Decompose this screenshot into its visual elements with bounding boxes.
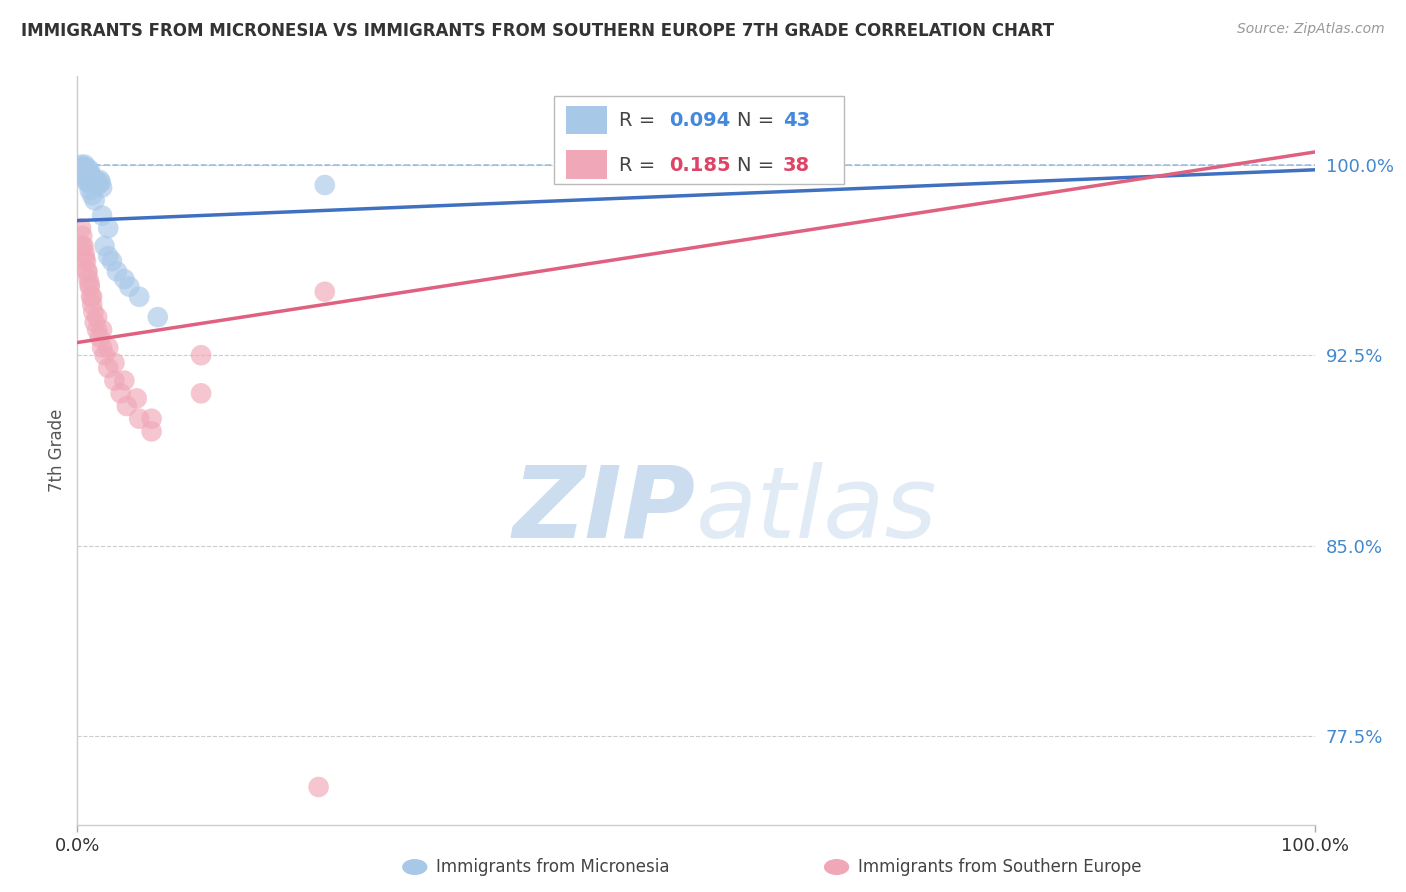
Point bbox=[86, 310, 108, 325]
Point bbox=[110, 386, 132, 401]
Point bbox=[103, 374, 125, 388]
Point bbox=[314, 285, 336, 299]
Point bbox=[73, 246, 96, 260]
Point bbox=[83, 315, 105, 329]
Point bbox=[72, 239, 94, 253]
Point bbox=[105, 264, 128, 278]
Point bbox=[76, 264, 98, 278]
Point bbox=[82, 188, 104, 202]
Point bbox=[89, 173, 111, 187]
Point bbox=[87, 178, 110, 192]
Point bbox=[72, 161, 94, 175]
Point bbox=[97, 360, 120, 375]
Point bbox=[83, 176, 105, 190]
Point bbox=[73, 252, 96, 266]
Point bbox=[90, 176, 112, 190]
Point bbox=[308, 780, 330, 794]
Point bbox=[101, 254, 124, 268]
Point bbox=[89, 330, 111, 344]
Y-axis label: 7th Grade: 7th Grade bbox=[48, 409, 66, 492]
Point bbox=[72, 165, 94, 179]
Point bbox=[83, 194, 105, 208]
Point bbox=[97, 249, 120, 263]
Text: R =: R = bbox=[619, 112, 662, 130]
Point bbox=[84, 173, 107, 187]
Text: ZIP: ZIP bbox=[513, 462, 696, 559]
Point bbox=[76, 176, 98, 190]
Point bbox=[72, 161, 94, 175]
Point bbox=[146, 310, 169, 325]
Point bbox=[91, 341, 114, 355]
Point bbox=[141, 411, 163, 425]
Text: R =: R = bbox=[619, 155, 662, 175]
Point bbox=[91, 323, 114, 337]
Text: N =: N = bbox=[737, 155, 780, 175]
FancyBboxPatch shape bbox=[554, 96, 845, 185]
Point bbox=[93, 239, 115, 253]
Point bbox=[77, 176, 100, 190]
Point bbox=[82, 305, 104, 319]
Point bbox=[73, 168, 96, 182]
Point bbox=[314, 178, 336, 192]
Point bbox=[77, 272, 100, 286]
Point bbox=[190, 386, 212, 401]
Point bbox=[141, 425, 163, 439]
Point bbox=[112, 374, 135, 388]
Point bbox=[118, 279, 141, 293]
Point bbox=[75, 161, 97, 175]
Point bbox=[125, 392, 148, 406]
Point bbox=[79, 173, 101, 187]
Text: 0.094: 0.094 bbox=[669, 112, 730, 130]
Point bbox=[82, 297, 104, 311]
Point bbox=[82, 290, 104, 304]
Point bbox=[80, 290, 103, 304]
Text: Immigrants from Micronesia: Immigrants from Micronesia bbox=[436, 858, 669, 876]
Text: IMMIGRANTS FROM MICRONESIA VS IMMIGRANTS FROM SOUTHERN EUROPE 7TH GRADE CORRELAT: IMMIGRANTS FROM MICRONESIA VS IMMIGRANTS… bbox=[21, 22, 1054, 40]
FancyBboxPatch shape bbox=[567, 150, 607, 178]
Point bbox=[128, 411, 150, 425]
Point bbox=[79, 162, 101, 177]
Text: 0.185: 0.185 bbox=[669, 155, 730, 175]
Point bbox=[76, 162, 98, 177]
Point bbox=[77, 165, 100, 179]
Point bbox=[75, 168, 97, 182]
FancyBboxPatch shape bbox=[567, 106, 607, 135]
Point bbox=[86, 323, 108, 337]
Point bbox=[91, 209, 114, 223]
Point bbox=[70, 158, 93, 172]
Point bbox=[73, 158, 96, 172]
Text: 43: 43 bbox=[783, 112, 810, 130]
Point bbox=[82, 170, 104, 185]
Point bbox=[70, 221, 93, 235]
Point bbox=[76, 173, 98, 187]
Point bbox=[91, 180, 114, 194]
Text: 38: 38 bbox=[783, 155, 810, 175]
Point bbox=[80, 176, 103, 190]
Point bbox=[72, 162, 94, 177]
Point bbox=[97, 221, 120, 235]
Point bbox=[128, 290, 150, 304]
Point bbox=[79, 277, 101, 291]
Point bbox=[79, 183, 101, 197]
Point bbox=[72, 228, 94, 243]
Point bbox=[115, 399, 138, 413]
Point bbox=[79, 279, 101, 293]
Text: atlas: atlas bbox=[696, 462, 938, 559]
Point bbox=[93, 348, 115, 362]
Point bbox=[73, 162, 96, 177]
Text: Source: ZipAtlas.com: Source: ZipAtlas.com bbox=[1237, 22, 1385, 37]
Point bbox=[82, 176, 104, 190]
Point bbox=[86, 176, 108, 190]
Point bbox=[190, 348, 212, 362]
Point bbox=[112, 272, 135, 286]
Point bbox=[82, 173, 104, 187]
Point bbox=[76, 264, 98, 278]
Point bbox=[97, 341, 120, 355]
Point bbox=[75, 254, 97, 268]
Point bbox=[103, 356, 125, 370]
Text: Immigrants from Southern Europe: Immigrants from Southern Europe bbox=[858, 858, 1142, 876]
Text: N =: N = bbox=[737, 112, 780, 130]
Point bbox=[80, 168, 103, 182]
Point bbox=[72, 239, 94, 253]
